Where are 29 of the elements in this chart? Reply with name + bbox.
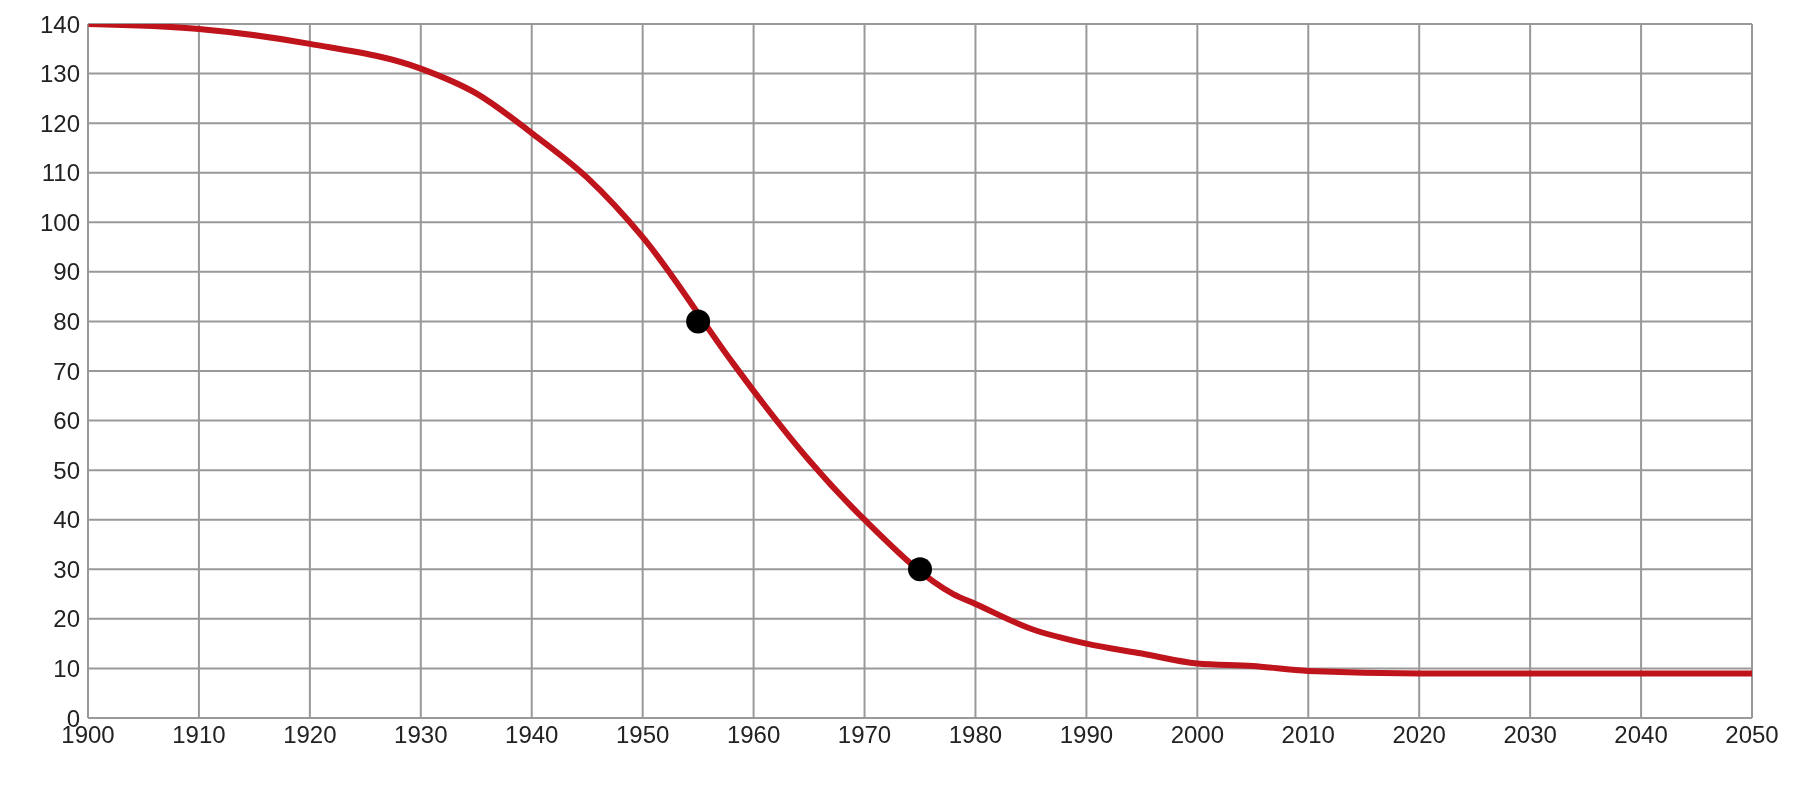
y-tick-label: 50 [53,456,80,484]
x-tick-label: 2010 [1281,721,1335,749]
y-tick-label: 90 [53,258,80,286]
y-tick-label: 110 [41,159,80,187]
y-tick-label: 30 [53,555,80,583]
y-tick-label: 120 [39,109,80,137]
y-tick-label: 140 [39,10,80,38]
y-tick-label: 60 [53,407,80,435]
x-tick-label: 1950 [615,721,670,749]
x-tick-label: 1910 [172,721,226,749]
y-tick-label: 100 [39,208,80,236]
y-tick-label: 10 [53,654,80,682]
y-tick-label: 70 [53,357,80,385]
x-tick-label: 1920 [283,721,337,749]
x-tick-label: 2020 [1392,721,1446,749]
y-tick-label: 40 [53,506,80,534]
x-tick-label: 2000 [1170,721,1225,749]
x-tick-label: 1930 [394,721,448,749]
x-tick-label: 2040 [1614,721,1668,749]
x-tick-label: 1990 [1059,721,1114,749]
x-tick-label: 2050 [1725,721,1779,749]
x-tick-label: 2030 [1503,721,1557,749]
y-tick-label: 130 [39,60,80,88]
x-tick-label: 1940 [505,721,559,749]
x-tick-label: 1980 [948,721,1003,749]
x-tick-label: 1970 [837,721,892,749]
y-tick-label: 80 [53,307,80,335]
x-tick-label: 1960 [726,721,781,749]
y-tick-label: 20 [53,605,80,633]
